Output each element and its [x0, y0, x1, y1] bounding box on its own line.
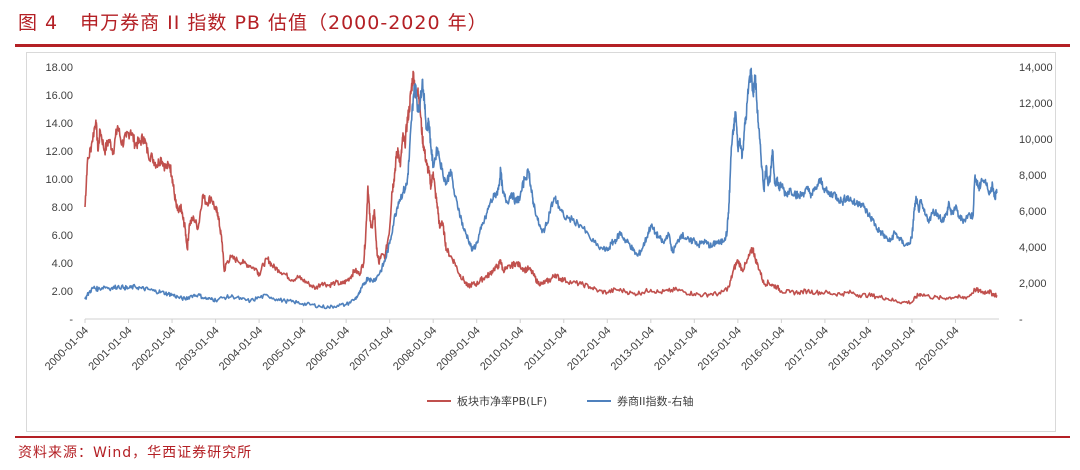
- figure-title: 图 4 申万券商 II 指数 PB 估值（2000-2020 年）: [18, 8, 488, 35]
- chart-container: - 2.00 4.00 6.00 8.00 10.00 12.00 14.00 16.00 18.…: [26, 52, 1056, 432]
- y-left-tick-label: 2.00: [52, 286, 73, 298]
- x-tick-label: 2014-01-04: [652, 325, 700, 373]
- x-tick-label: 2009-01-04: [435, 325, 483, 373]
- x-tick-label: 2007-01-04: [348, 325, 396, 373]
- x-tick-label: 2005-01-04: [260, 325, 308, 373]
- title-rule: [15, 44, 1070, 47]
- y-left-tick-label: 18.00: [45, 62, 73, 74]
- x-tick-label: 2010-01-04: [478, 325, 526, 373]
- y-left-tick-label: 16.00: [45, 90, 73, 102]
- x-tick-label: 2016-01-04: [739, 325, 787, 373]
- source-note: 资料来源：Wind，华西证券研究所: [18, 445, 253, 461]
- x-tick-label: 2008-01-04: [391, 325, 439, 373]
- x-tick-label: 2011-01-04: [522, 325, 570, 373]
- y-right-tick-label: 4,000: [1019, 242, 1047, 254]
- y-right-tick-label: 12,000: [1019, 98, 1053, 110]
- x-tick-label: 2013-01-04: [609, 325, 657, 373]
- y-right-tick-label: 8,000: [1019, 170, 1047, 182]
- source-rule: [15, 436, 1070, 438]
- y-right-tick-label: 6,000: [1019, 206, 1047, 218]
- x-tick-label: 2018-01-04: [826, 325, 874, 373]
- x-tick-label: 2012-01-04: [565, 325, 613, 373]
- y-left-tick-label: 4.00: [52, 258, 73, 270]
- x-tick-label: 2002-01-04: [130, 325, 178, 373]
- pb-series-line: [84, 70, 998, 305]
- y-right-tick-label: 10,000: [1019, 134, 1053, 146]
- y-right-tick-label: 2,000: [1019, 278, 1047, 290]
- x-tick-label: 2001-01-04: [86, 325, 134, 373]
- figure-number: 图 4: [18, 12, 59, 34]
- y-left-tick-label: 6.00: [52, 230, 73, 242]
- y-right-tick-label: -: [1019, 314, 1023, 326]
- x-tick-label: 2017-01-04: [783, 325, 831, 373]
- y-left-tick-label: 10.00: [45, 174, 73, 186]
- x-tick-label: 2015-01-04: [696, 325, 744, 373]
- y-left-tick-label: -: [69, 314, 73, 326]
- x-tick-label: 2019-01-04: [870, 325, 918, 373]
- y-left-tick-label: 8.00: [52, 202, 73, 214]
- legend-label: 券商II指数-右轴: [617, 394, 693, 408]
- y-left-tick-label: 12.00: [45, 146, 73, 158]
- figure-title-text: 申万券商 II 指数 PB 估值（2000-2020 年）: [80, 12, 488, 34]
- x-tick-label: 2004-01-04: [217, 325, 265, 373]
- x-tick-label: 2006-01-04: [304, 325, 352, 373]
- x-tick-label: 2003-01-04: [173, 325, 221, 373]
- pb-valuation-chart: - 2.00 4.00 6.00 8.00 10.00 12.00 14.00 16.00 18.…: [43, 62, 1053, 408]
- y-right-tick-label: 14,000: [1019, 62, 1053, 74]
- x-tick-label: 2020-01-04: [913, 325, 961, 373]
- x-tick-label: 2000-01-04: [43, 325, 91, 373]
- index-series-line: [84, 67, 998, 310]
- y-left-tick-label: 14.00: [45, 118, 73, 130]
- legend-label: 板块市净率PB(LF): [457, 394, 547, 408]
